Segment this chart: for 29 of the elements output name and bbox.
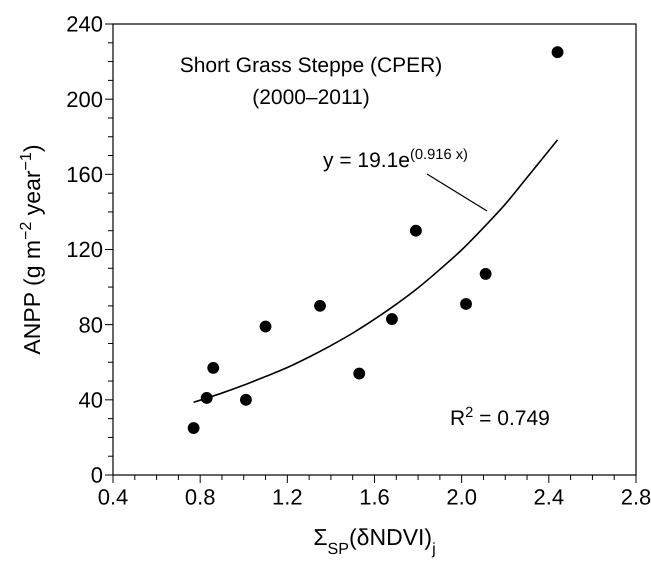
point: [386, 313, 398, 325]
point: [353, 368, 366, 380]
x-tick-label: 2.0: [446, 484, 477, 510]
x-tick-label: 1.2: [272, 484, 303, 510]
x-tick-label: 1.6: [359, 484, 390, 510]
point: [410, 224, 422, 237]
y-tick-label: 200: [66, 86, 103, 112]
text: Short Grass Steppe (CPER): [180, 54, 442, 77]
y-tick-label: 40: [78, 388, 103, 413]
y-tick-label: 120: [66, 237, 103, 262]
point: [480, 268, 492, 280]
point: [240, 394, 252, 406]
text: (2000–2011): [252, 86, 370, 109]
point: [188, 422, 200, 434]
point: [207, 362, 220, 374]
x-tick-label: 2.8: [620, 484, 651, 510]
point: [552, 46, 564, 58]
y-tick-label: 240: [66, 12, 103, 37]
y-tick-label: 80: [78, 312, 103, 338]
x-tick-label: 0.8: [184, 484, 216, 510]
line-series: [192, 139, 558, 404]
point: [314, 300, 326, 312]
x-tick-label: 2.4: [534, 484, 564, 510]
x-axis-title: Σ$_{SP}$(δNDVI)$_{j}$: [313, 524, 436, 558]
annotation: R$^{2}$ = 0.749: [450, 405, 550, 430]
point: [260, 320, 272, 332]
point: [460, 298, 472, 310]
y-tick-label: 160: [66, 162, 103, 188]
annotation: y = 19.1e$^{(0.916 x)}$: [323, 147, 468, 172]
